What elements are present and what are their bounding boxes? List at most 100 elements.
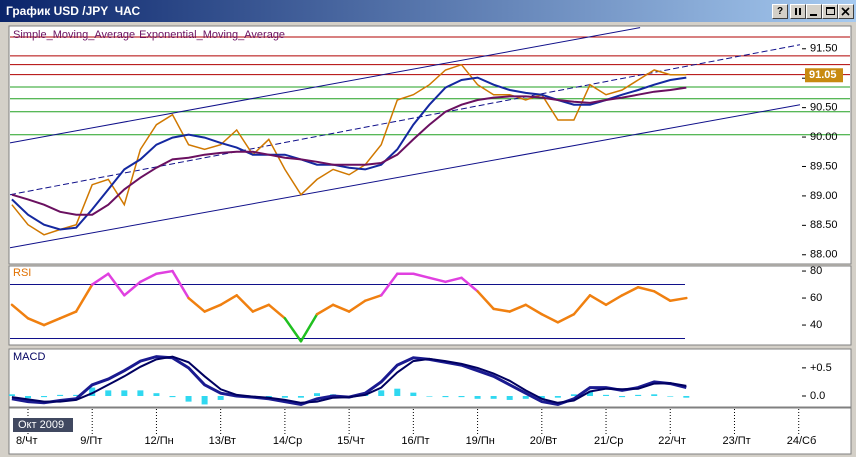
x-tick-label: 12/Пн	[144, 435, 173, 447]
histogram-bar	[89, 387, 96, 396]
rsi-segment	[636, 285, 656, 293]
panel-title: RSI	[13, 267, 31, 279]
histogram-bar	[554, 396, 561, 398]
x-tick-label: 22/Чт	[658, 435, 686, 447]
legend-entry: Simple_Moving_Average	[13, 29, 135, 41]
histogram-bar	[217, 396, 224, 400]
rsi-segment	[652, 290, 672, 302]
histogram-bar	[153, 393, 160, 396]
rsi-segment	[331, 303, 351, 313]
legend: Simple_Moving_Average Exponential_Moving_…	[13, 29, 285, 41]
maximize-button[interactable]	[822, 4, 838, 19]
histogram-bar	[570, 394, 577, 396]
histogram-bar	[474, 396, 481, 399]
help-button[interactable]: ?	[772, 4, 788, 19]
histogram-bar	[73, 394, 80, 396]
rsi-segment	[10, 303, 30, 320]
rsi-segment	[588, 294, 608, 307]
histogram-bar	[314, 393, 321, 396]
histogram-bar	[57, 394, 64, 396]
period-box	[13, 418, 73, 432]
close-button[interactable]	[838, 4, 854, 19]
histogram-bar	[394, 388, 401, 396]
histogram-bar	[651, 394, 658, 396]
x-tick-label: 24/Сб	[787, 435, 817, 447]
histogram-bar	[506, 396, 513, 400]
histogram-bar	[8, 394, 15, 396]
histogram-bar	[378, 390, 385, 396]
x-tick-label: 19/Пн	[466, 435, 495, 447]
histogram-bar	[201, 396, 208, 405]
series-line	[11, 86, 687, 216]
rsi-segment	[123, 280, 142, 297]
rsi-segment	[74, 283, 94, 313]
histogram-bar	[635, 394, 642, 396]
histogram-bar	[458, 396, 465, 398]
rsi-segment	[90, 272, 110, 286]
main-panel	[8, 25, 852, 265]
y-tick-label: 40	[810, 319, 822, 331]
histogram-bar	[265, 396, 272, 398]
rsi-segment	[267, 303, 287, 320]
histogram-bar	[41, 396, 48, 398]
rsi-segment	[203, 303, 222, 313]
histogram-bar	[522, 396, 529, 399]
y-tick-label: 0.0	[810, 390, 825, 402]
histogram-bar	[121, 390, 128, 396]
series-line	[11, 355, 687, 404]
rsi-segment	[315, 303, 335, 316]
rsi-segment	[58, 310, 78, 320]
histogram-bar	[442, 396, 449, 398]
rsi-segment	[620, 285, 640, 297]
rsi-segment	[540, 312, 560, 324]
x-tick-label: 9/Пт	[80, 435, 102, 447]
histogram-bar	[281, 396, 288, 398]
histogram-bar	[105, 390, 112, 396]
window-title: График USD /JPY ЧАС	[6, 4, 141, 18]
rsi-segment	[669, 296, 688, 302]
trend-line	[9, 27, 641, 144]
x-tick-label: 21/Ср	[594, 435, 623, 447]
y-tick-label: 80	[810, 265, 822, 277]
trend-line	[9, 44, 801, 196]
period-label: Окт 2009	[18, 419, 64, 431]
y-tick-label: 88.00	[810, 249, 838, 261]
histogram-bar	[538, 396, 545, 399]
y-tick-label: 89.00	[810, 190, 838, 202]
y-tick-label: +0.5	[810, 362, 832, 374]
last-price-box	[805, 68, 843, 83]
rsi-segment	[219, 294, 238, 307]
y-tick-label: 90.00	[810, 131, 838, 143]
x-tick-label: 13/Вт	[209, 435, 236, 447]
rsi-segment	[412, 272, 431, 280]
rsi-segment	[42, 317, 62, 327]
rsi-segment	[235, 294, 255, 313]
histogram-bar	[683, 396, 690, 398]
rsi-segment	[492, 307, 511, 313]
y-tick-label: 88.50	[810, 219, 838, 231]
y-tick-label: 91.50	[810, 43, 838, 55]
rsi-segment	[26, 317, 46, 327]
histogram-bar	[410, 392, 417, 396]
x-tick-label: 23/Пт	[722, 435, 750, 447]
histogram-bar	[169, 396, 176, 398]
rsi-segment	[604, 294, 624, 307]
title-bar: График USD /JPY ЧАС ?	[0, 0, 856, 22]
minimize-button[interactable]	[806, 4, 822, 19]
histogram-bar	[603, 394, 610, 396]
rsi-segment	[187, 296, 206, 313]
rsi-segment	[444, 276, 463, 284]
pause-button[interactable]	[790, 4, 806, 19]
time-axis	[8, 407, 852, 455]
y-tick-label: 89.50	[810, 160, 838, 172]
series-line	[11, 63, 687, 236]
x-tick-label: 8/Чт	[16, 435, 38, 447]
rsi-segment	[572, 294, 592, 316]
rsi-segment	[508, 303, 527, 313]
rsi-segment	[476, 290, 495, 311]
histogram-bar	[137, 390, 144, 396]
histogram-bar	[586, 392, 593, 396]
histogram-bar	[185, 396, 192, 402]
